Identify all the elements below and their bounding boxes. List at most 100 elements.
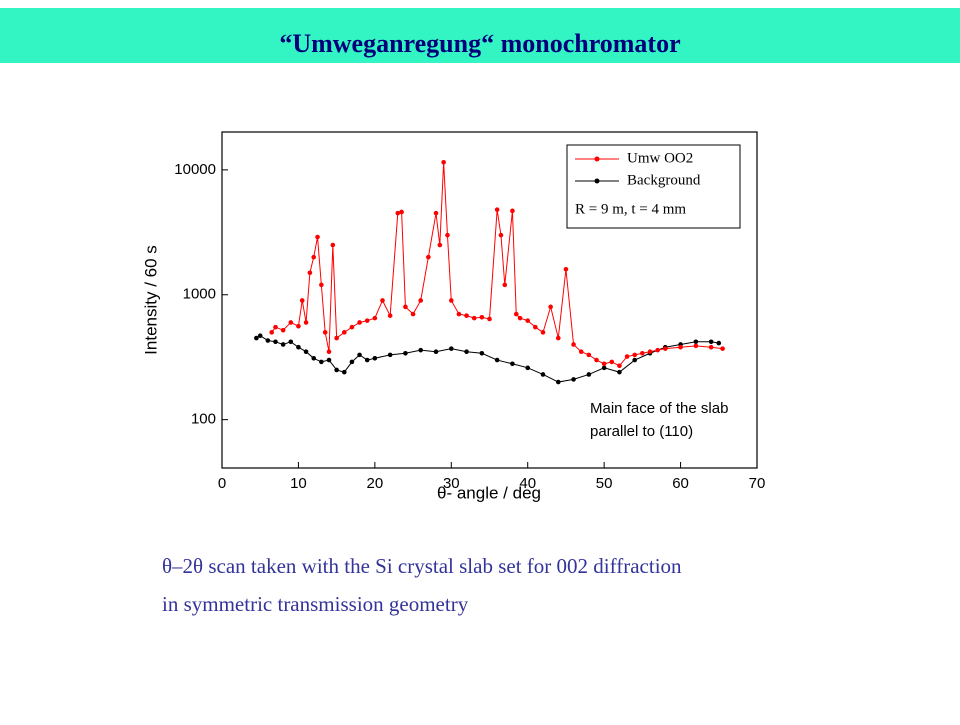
data-point	[448, 298, 454, 303]
data-point	[540, 330, 546, 335]
y-axis-label: Intensity / 60 s	[141, 245, 160, 355]
data-point	[617, 369, 622, 375]
legend-note: R = 9 m, t = 4 mm	[575, 201, 686, 217]
data-point	[364, 357, 370, 363]
data-point	[708, 339, 714, 345]
data-point	[563, 266, 569, 272]
data-point	[387, 352, 393, 358]
data-point	[693, 339, 699, 345]
data-point	[433, 349, 439, 354]
data-point	[578, 349, 584, 354]
data-point	[510, 208, 515, 214]
data-point	[311, 254, 317, 260]
series-line	[256, 335, 719, 383]
data-point	[341, 330, 347, 335]
x-tick-label: 60	[672, 475, 689, 492]
data-point	[571, 377, 576, 382]
data-point	[678, 344, 683, 350]
data-point	[372, 315, 378, 321]
legend-marker	[594, 156, 600, 162]
data-point	[632, 357, 638, 363]
data-point	[548, 304, 553, 310]
data-point	[334, 367, 339, 373]
data-point	[471, 315, 477, 321]
data-point	[330, 242, 336, 248]
data-point	[269, 330, 274, 335]
data-point	[364, 318, 370, 323]
data-point	[303, 320, 309, 325]
data-point	[334, 335, 339, 341]
data-point	[380, 298, 385, 303]
data-point	[326, 357, 332, 363]
data-point	[708, 344, 714, 350]
data-point	[280, 327, 286, 333]
y-tick-label: 100	[191, 411, 216, 428]
x-axis-label: θ- angle / deg	[437, 483, 541, 502]
data-point	[280, 342, 286, 347]
plot-frame	[221, 131, 758, 469]
x-tick-label: 20	[367, 475, 384, 492]
data-point	[326, 349, 332, 354]
data-point	[441, 159, 446, 165]
data-point	[555, 379, 561, 385]
data-point	[456, 311, 462, 317]
data-point	[513, 311, 519, 317]
data-point	[357, 352, 362, 358]
data-point	[315, 234, 320, 240]
data-point	[494, 207, 500, 212]
data-point	[609, 359, 615, 365]
data-point	[265, 338, 271, 343]
data-point	[662, 346, 668, 351]
data-point	[273, 324, 278, 330]
data-point	[319, 282, 324, 288]
data-point	[525, 318, 531, 323]
data-point	[624, 354, 630, 359]
data-point	[399, 209, 404, 215]
y-tick-label: 1000	[183, 286, 216, 303]
data-point	[510, 361, 515, 367]
data-point	[586, 372, 592, 377]
data-point	[433, 210, 439, 216]
data-point	[418, 298, 424, 303]
data-point	[594, 357, 599, 363]
data-point	[257, 333, 263, 339]
data-point	[533, 324, 538, 330]
data-point	[322, 330, 328, 335]
data-point	[601, 361, 607, 367]
data-point	[387, 313, 393, 318]
data-point	[720, 346, 725, 351]
data-point	[273, 339, 278, 345]
data-point	[571, 342, 576, 347]
caption-line: in symmetric transmission geometry	[162, 592, 469, 616]
data-point	[349, 324, 355, 330]
annotation: parallel to (110)	[590, 423, 693, 440]
annotation: Main face of the slab	[590, 400, 728, 417]
caption-line: θ–2θ scan taken with the Si crystal slab…	[162, 554, 682, 578]
data-point	[464, 349, 469, 354]
y-tick-label: 10000	[174, 161, 216, 178]
data-point	[540, 372, 546, 377]
data-point	[403, 304, 408, 310]
data-point	[395, 210, 401, 216]
data-point	[693, 343, 699, 349]
data-point	[487, 316, 492, 322]
data-point	[448, 346, 454, 351]
slide-title: “Umweganregung“ monochromator	[279, 29, 680, 58]
data-point	[502, 282, 508, 288]
data-point	[640, 350, 645, 356]
data-point	[299, 298, 305, 303]
x-tick-label: 40	[519, 475, 536, 492]
data-point	[426, 254, 431, 260]
data-point	[311, 355, 317, 361]
data-point	[494, 357, 500, 363]
data-point	[296, 344, 301, 350]
data-point	[464, 313, 469, 318]
legend-label: Background	[627, 172, 701, 188]
data-point	[357, 320, 362, 325]
data-point	[632, 352, 638, 358]
title-bar	[0, 8, 960, 63]
data-point	[349, 359, 355, 365]
x-tick-label: 10	[290, 475, 307, 492]
data-point	[319, 359, 324, 365]
data-point	[418, 347, 424, 353]
